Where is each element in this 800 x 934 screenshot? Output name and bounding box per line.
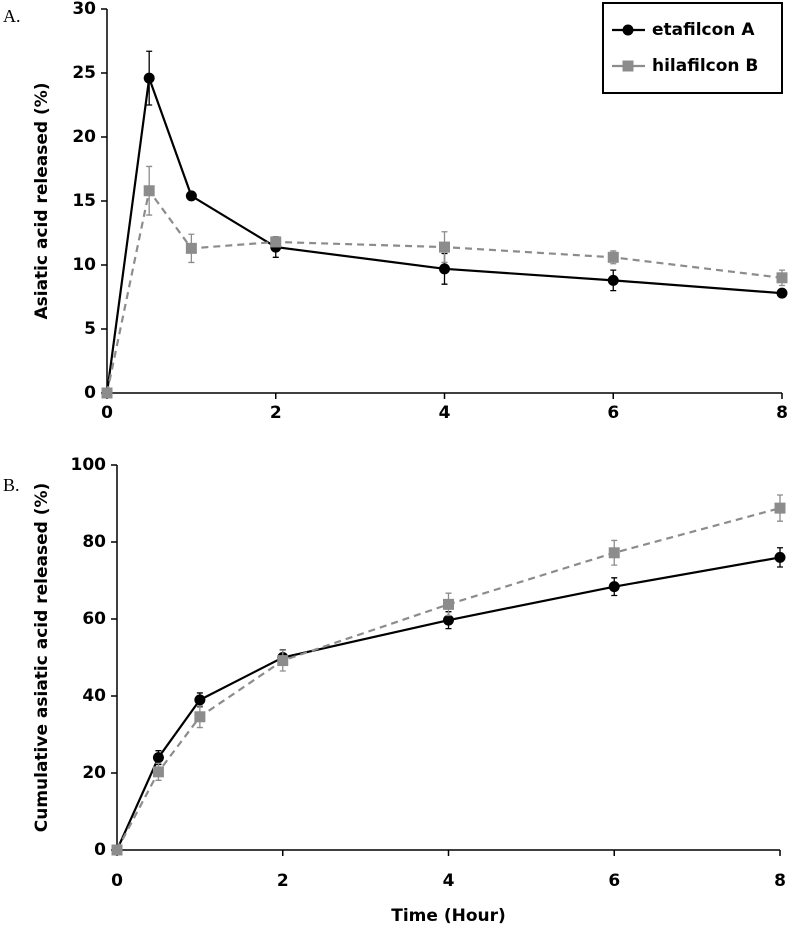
series-line: [105, 188, 783, 394]
y-tick-label: 25: [72, 63, 96, 83]
data-point: [194, 711, 206, 723]
legend-box: [602, 2, 783, 94]
data-point: [776, 287, 788, 299]
data-point: [443, 598, 454, 610]
data-point: [101, 387, 113, 399]
x-tick-label: 8: [774, 871, 786, 891]
legend-marker: [622, 24, 634, 36]
data-point: [111, 844, 123, 856]
x-tick-label: 2: [277, 871, 289, 891]
y-axis-title: Asiatic acid released (%): [32, 82, 52, 319]
legend-label: etafilcon A: [652, 20, 755, 40]
y-tick-label: 10: [72, 255, 96, 275]
y-tick-label: 60: [82, 609, 106, 629]
x-tick-label: 8: [776, 403, 788, 423]
data-point: [607, 251, 619, 263]
y-tick-label: 0: [84, 383, 96, 403]
data-point: [774, 551, 786, 563]
data-point: [776, 272, 788, 284]
y-tick-label: 20: [72, 127, 96, 147]
legend-label: hilafilcon B: [652, 56, 758, 76]
data-point: [185, 242, 197, 254]
x-tick-label: 0: [101, 403, 113, 423]
data-point: [185, 190, 197, 202]
x-tick-label: 2: [270, 403, 282, 423]
data-point: [608, 547, 620, 559]
series-line: [116, 507, 781, 851]
data-point: [194, 694, 206, 706]
y-tick-label: 30: [72, 0, 96, 19]
data-point: [152, 752, 164, 764]
y-tick-label: 20: [82, 763, 106, 783]
data-point: [439, 241, 450, 253]
x-tick-label: 6: [607, 403, 619, 423]
y-tick-label: 0: [94, 840, 106, 860]
x-tick-label: 0: [111, 871, 123, 891]
x-axis-title: Time (Hour): [391, 906, 506, 926]
legend-marker: [622, 60, 634, 72]
data-point: [270, 236, 282, 248]
data-point: [143, 185, 155, 197]
x-tick-label: 6: [608, 871, 620, 891]
data-point: [608, 581, 620, 593]
y-tick-label: 40: [82, 686, 106, 706]
y-tick-label: 5: [84, 319, 96, 339]
panel-label: B.: [3, 475, 20, 495]
data-point: [774, 502, 786, 514]
y-tick-label: 15: [72, 191, 96, 211]
y-axis-title: Cumulative asiatic acid released (%): [32, 483, 52, 833]
data-point: [439, 263, 450, 275]
panel-label: A.: [3, 6, 21, 26]
y-tick-label: 100: [71, 455, 107, 475]
data-point: [143, 72, 155, 84]
data-point: [152, 766, 164, 778]
y-tick-label: 80: [82, 532, 106, 552]
data-point: [277, 655, 289, 667]
data-point: [443, 614, 454, 626]
data-point: [607, 274, 619, 286]
x-tick-label: 4: [439, 403, 451, 423]
x-tick-label: 4: [443, 871, 455, 891]
